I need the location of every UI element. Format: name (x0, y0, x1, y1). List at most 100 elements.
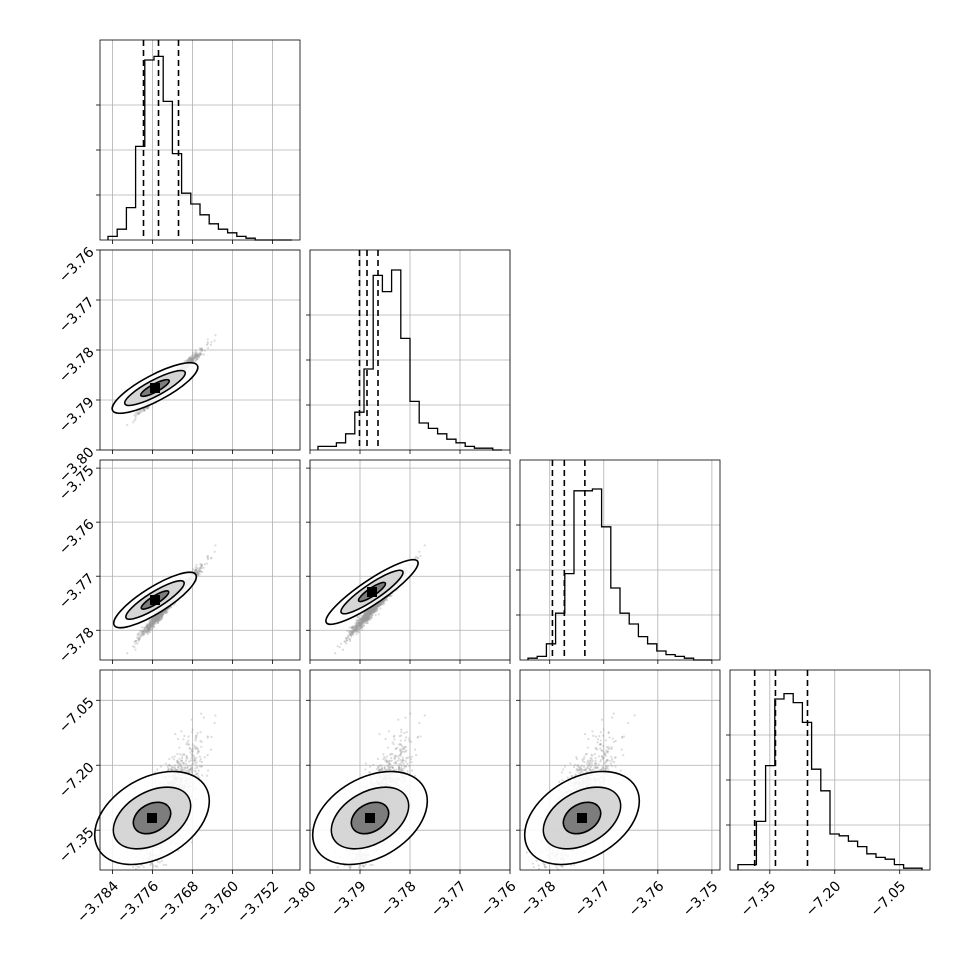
sample-point (198, 755, 201, 758)
sample-point (362, 617, 365, 621)
sample-point (161, 613, 165, 616)
sample-point (191, 354, 195, 357)
sample-point (194, 355, 197, 359)
sample-point (189, 759, 192, 762)
sample-point (183, 734, 186, 737)
sample-point (191, 358, 194, 361)
sample-point (144, 630, 147, 633)
sample-point (162, 611, 165, 614)
sample-point (142, 865, 145, 869)
sample-point (200, 774, 204, 777)
sample-point (140, 409, 143, 412)
sample-point (190, 357, 193, 360)
sample-point (151, 624, 155, 627)
sample-point (363, 614, 366, 617)
sample-point (194, 568, 198, 571)
sample-point (187, 358, 190, 362)
sample-point (180, 759, 183, 762)
sample-point (205, 343, 208, 346)
sample-point (151, 620, 154, 623)
sample-point (198, 356, 201, 359)
sample-point (361, 629, 364, 632)
sample-point (160, 615, 163, 618)
sample-point (196, 354, 199, 357)
sample-point (200, 760, 204, 764)
sample-point (363, 621, 367, 624)
sample-point (148, 623, 152, 626)
sample-point (195, 357, 198, 360)
sample-point (142, 630, 146, 633)
sample-point (374, 613, 377, 617)
sample-point (194, 351, 197, 354)
sample-point (158, 619, 161, 622)
sample-point (379, 607, 382, 610)
sample-point (352, 626, 355, 630)
histogram-1 (317, 269, 502, 451)
panel-1-1 (306, 249, 511, 454)
sample-point (197, 352, 200, 355)
sample-point (134, 415, 137, 419)
sample-point (189, 358, 192, 361)
sample-point (195, 357, 198, 360)
sample-point (214, 334, 217, 337)
sample-point (136, 412, 139, 415)
sample-point (206, 556, 209, 559)
sample-point (191, 359, 194, 362)
sample-point (198, 353, 201, 356)
sample-point (188, 356, 191, 359)
sample-point (338, 646, 341, 649)
sample-point (196, 357, 199, 360)
sample-point (147, 628, 150, 631)
sample-point (195, 353, 198, 356)
sample-point (156, 860, 160, 863)
sample-point (160, 612, 163, 616)
sample-point (162, 863, 165, 866)
sample-point (382, 601, 385, 604)
sample-point (189, 357, 192, 361)
sample-point (195, 563, 198, 567)
sample-point (194, 359, 197, 362)
sample-point (148, 625, 151, 628)
sample-point (150, 627, 154, 630)
sample-point (198, 353, 202, 356)
sample-point (148, 624, 151, 627)
sample-point (155, 620, 158, 623)
sample-point (189, 356, 192, 359)
sample-point (141, 629, 144, 632)
panel-frame (99, 39, 301, 241)
sample-point (138, 637, 142, 641)
sample-point (344, 637, 348, 640)
sample-point (142, 632, 145, 635)
sample-point (142, 408, 145, 412)
sample-point (132, 645, 135, 648)
sample-point (146, 632, 149, 636)
sample-point (158, 615, 161, 619)
sample-point (138, 631, 141, 635)
sample-point (152, 621, 156, 625)
sample-point (200, 353, 203, 356)
sample-point (153, 621, 156, 624)
sample-point (188, 359, 192, 362)
sample-point (190, 358, 193, 361)
sample-point (187, 357, 190, 360)
sample-point (196, 357, 199, 361)
sample-point (199, 349, 202, 352)
sample-point (134, 412, 137, 415)
sample-point (191, 730, 194, 734)
sample-point (339, 642, 343, 645)
sample-point (153, 616, 156, 619)
sample-point (164, 610, 167, 613)
sample-point (347, 634, 350, 637)
sample-point (148, 622, 152, 625)
sample-point (206, 769, 210, 772)
sample-point (137, 412, 140, 415)
sample-point (190, 360, 193, 363)
sample-point (419, 554, 422, 558)
sample-point (137, 412, 140, 415)
sample-point (191, 357, 194, 360)
sample-point (189, 358, 192, 362)
sample-point (200, 349, 204, 352)
sample-point (356, 621, 359, 624)
sample-point (186, 358, 190, 361)
sample-point (194, 354, 197, 357)
